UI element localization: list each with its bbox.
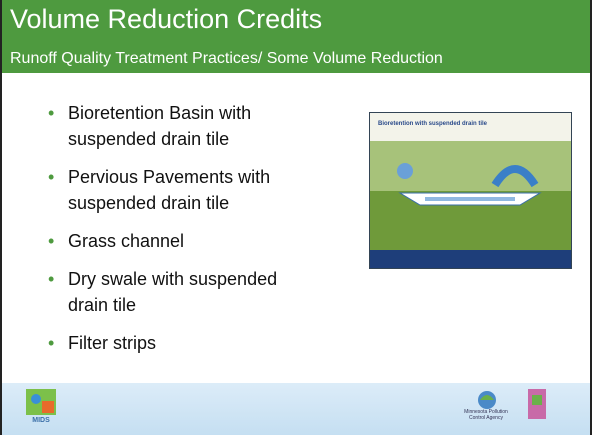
bullet: Grass channel xyxy=(48,228,348,254)
bullet-text: Grass channel xyxy=(68,231,185,251)
bullet: Bioretention Basin with suspended drain t… xyxy=(48,100,348,152)
bullet-list: Bioretention Basin with suspended drain t… xyxy=(48,100,348,368)
title: Volume Reduction Credits xyxy=(10,4,323,34)
figure: Bioretention with suspended drain tile xyxy=(369,112,572,269)
bullet-text: Pervious Pavements with xyxy=(68,167,271,187)
left-logo-icon xyxy=(26,389,56,415)
figure-drawing xyxy=(370,141,571,206)
right-logo-icon xyxy=(478,391,496,409)
right-logo-label: Minnesota Pollution Control Agency xyxy=(464,409,508,421)
bullet-text: suspended drain tile xyxy=(68,129,230,149)
bullet-text: Filter strips xyxy=(68,333,157,353)
figure-bar xyxy=(370,250,571,268)
bullet: Dry swale with suspended drain tile xyxy=(48,266,348,318)
bullet-text: Bioretention Basin with xyxy=(68,103,252,123)
bullet: Filter strips xyxy=(48,330,348,356)
bullet: Pervious Pavements with suspended drain t… xyxy=(48,164,348,216)
bullet-text: suspended drain tile xyxy=(68,193,230,213)
header: Volume Reduction Credits Runoff Quality … xyxy=(2,0,590,73)
figure-caption: Bioretention with suspended drain tile xyxy=(370,113,571,141)
subtitle: Runoff Quality Treatment Practices/ Some… xyxy=(10,50,443,67)
bullet-text: Dry swale with suspended xyxy=(68,269,278,289)
bullet-text: drain tile xyxy=(68,295,137,315)
footer: MIDS Minnesota Pollution Control Agency xyxy=(2,383,590,435)
right-logo-icon-2 xyxy=(528,389,546,419)
left-logo-label: MIDS xyxy=(32,417,50,424)
